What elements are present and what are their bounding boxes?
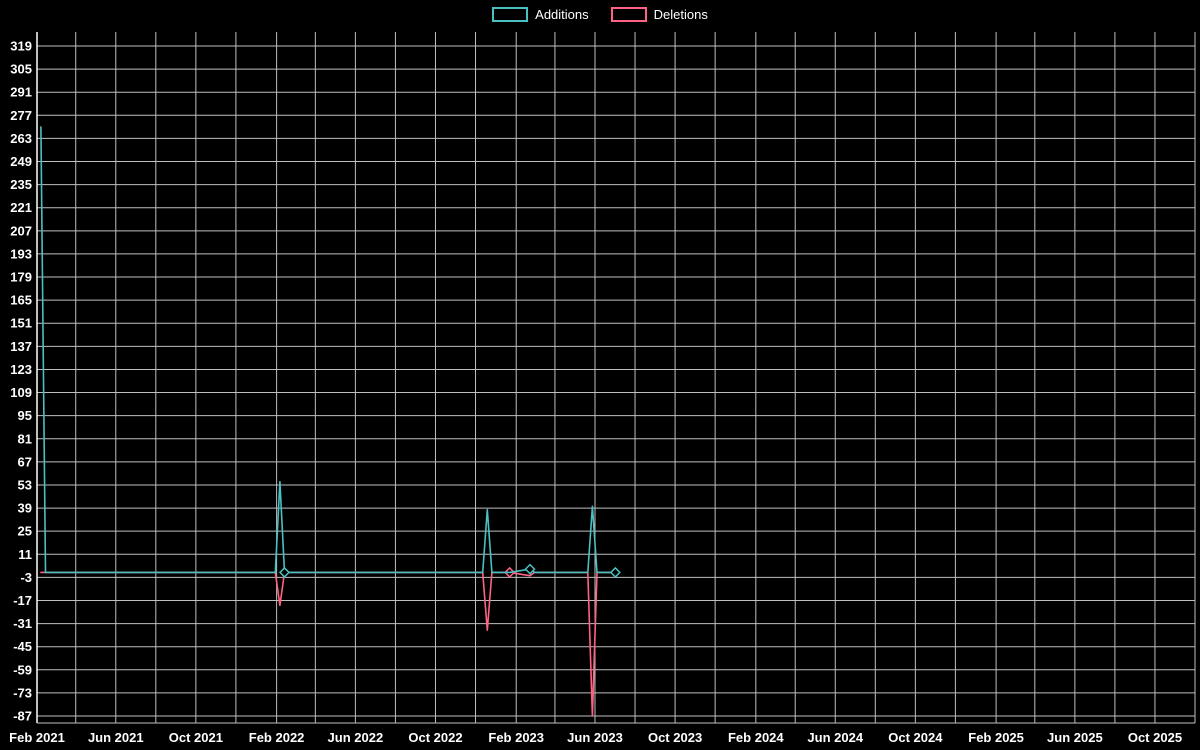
y-tick-label: 95 (18, 408, 32, 423)
x-tick-label: Feb 2024 (728, 730, 784, 745)
x-tick-label: Feb 2025 (968, 730, 1024, 745)
y-tick-label: -3 (20, 570, 32, 585)
y-tick-label: -31 (13, 616, 32, 631)
x-tick-label: Oct 2023 (648, 730, 702, 745)
x-axis-labels: Feb 2021 Jun 2021 Oct 2021 Feb 2022 Jun 2022… (9, 730, 1182, 745)
x-tick-label: Jun 2021 (88, 730, 144, 745)
y-tick-label: 109 (10, 385, 32, 400)
legend-item-deletions[interactable]: Deletions (610, 7, 708, 22)
additions-point-marker (524, 563, 536, 575)
y-tick-label: 263 (10, 131, 32, 146)
y-tick-label: 39 (18, 501, 32, 516)
x-tick-label: Jun 2024 (807, 730, 863, 745)
legend-item-additions[interactable]: Additions (492, 7, 589, 22)
y-tick-label: 235 (10, 177, 32, 192)
x-tick-label: Oct 2024 (888, 730, 943, 745)
y-tick-label: 193 (10, 246, 32, 261)
y-tick-label: 305 (10, 62, 32, 77)
x-tick-label: Oct 2022 (408, 730, 462, 745)
y-tick-label: 53 (18, 477, 32, 492)
x-tick-label: Jun 2025 (1047, 730, 1103, 745)
additions-legend-label: Additions (535, 7, 589, 22)
y-tick-label: -87 (13, 709, 32, 724)
gridlines (36, 32, 1196, 723)
y-tick-label: 123 (10, 362, 32, 377)
axes (36, 32, 1195, 724)
y-tick-label: -45 (13, 639, 32, 654)
y-tick-label: 291 (10, 85, 32, 100)
x-tick-label: Jun 2023 (567, 730, 623, 745)
y-tick-label: 25 (18, 524, 32, 539)
y-tick-label: 11 (18, 547, 32, 562)
y-axis-labels: 319 305 291 277 263 249 235 221 207 193 179 165 151 1… (10, 39, 32, 724)
x-tick-label: Oct 2025 (1128, 730, 1182, 745)
additions-series (40, 126, 621, 578)
y-tick-label: 151 (10, 316, 32, 331)
y-tick-label: -17 (13, 593, 32, 608)
deletions-line (40, 571, 617, 717)
y-tick-label: 137 (10, 339, 32, 354)
y-tick-label: 277 (10, 108, 32, 123)
y-tick-label: -73 (13, 685, 32, 700)
x-tick-label: Feb 2021 (9, 730, 65, 745)
chart-legend: Additions Deletions (0, 7, 1200, 22)
y-tick-label: -59 (13, 662, 32, 677)
x-tick-label: Jun 2022 (328, 730, 384, 745)
additions-swatch (492, 7, 529, 22)
y-tick-label: 207 (10, 223, 32, 238)
y-tick-label: 67 (18, 454, 32, 469)
additions-point-marker (609, 566, 621, 578)
y-tick-label: 319 (10, 39, 32, 54)
y-tick-label: 81 (18, 431, 32, 446)
deletions-legend-label: Deletions (653, 7, 708, 22)
y-tick-label: 165 (10, 293, 32, 308)
x-tick-label: Feb 2023 (488, 730, 544, 745)
x-tick-label: Feb 2022 (249, 730, 305, 745)
deletions-swatch (610, 7, 647, 22)
deletions-series (40, 566, 617, 717)
y-tick-label: 179 (10, 270, 32, 285)
additions-point-marker (278, 566, 291, 578)
y-tick-label: 221 (10, 200, 32, 215)
additions-line (40, 126, 617, 574)
y-tick-label: 249 (10, 154, 32, 169)
x-tick-label: Oct 2021 (169, 730, 223, 745)
